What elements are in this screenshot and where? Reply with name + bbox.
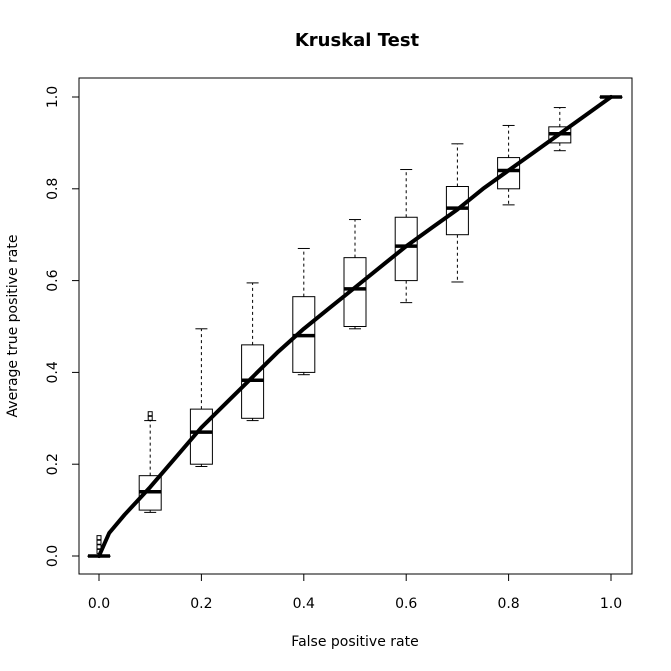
boxplot — [189, 328, 213, 467]
x-axis-label: False positive rate — [291, 634, 418, 650]
boxplot — [343, 219, 367, 330]
chart-title: Kruskal Test — [295, 30, 420, 51]
boxplots — [87, 95, 623, 558]
y-tick-label: 1.0 — [45, 86, 61, 108]
boxplot — [241, 282, 265, 422]
boxplot — [138, 411, 162, 513]
x-tick-label: 0.6 — [395, 596, 417, 612]
box-iqr — [394, 216, 418, 282]
box-iqr — [343, 257, 367, 327]
outlier-point — [147, 415, 153, 421]
y-tick-label: 0.2 — [45, 453, 61, 475]
outlier-point — [96, 539, 102, 545]
box-iqr — [497, 157, 521, 190]
x-tick-label: 0.4 — [293, 596, 315, 612]
x-tick-label: 0.8 — [497, 596, 519, 612]
y-tick-label: 0.4 — [45, 361, 61, 383]
y-axis: 0.0 0.2 0.4 0.6 0.8 1.0 — [45, 86, 80, 567]
x-tick-label: 1.0 — [600, 596, 622, 612]
mean-curve-group — [97, 95, 613, 558]
boxplot — [292, 247, 316, 376]
mean-roc-curve — [97, 95, 613, 558]
y-tick-label: 0.6 — [45, 269, 61, 291]
boxplot — [394, 169, 418, 304]
y-axis-label: Average true positive rate — [5, 235, 21, 418]
x-tick-label: 0.2 — [190, 596, 212, 612]
x-axis: 0.0 0.2 0.4 0.6 0.8 1.0 — [88, 573, 622, 612]
outlier-point — [96, 535, 102, 541]
x-tick-label: 0.0 — [88, 596, 110, 612]
y-tick-label: 0.8 — [45, 178, 61, 200]
y-tick-label: 0.0 — [45, 545, 61, 567]
outlier-point — [147, 411, 153, 417]
